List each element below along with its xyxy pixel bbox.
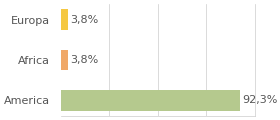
Bar	[61, 9, 68, 30]
Text: 3,8%: 3,8%	[70, 15, 99, 25]
Bar	[61, 50, 68, 70]
Bar	[61, 90, 240, 111]
Text: 3,8%: 3,8%	[70, 55, 99, 65]
Text: 92,3%: 92,3%	[242, 95, 277, 105]
